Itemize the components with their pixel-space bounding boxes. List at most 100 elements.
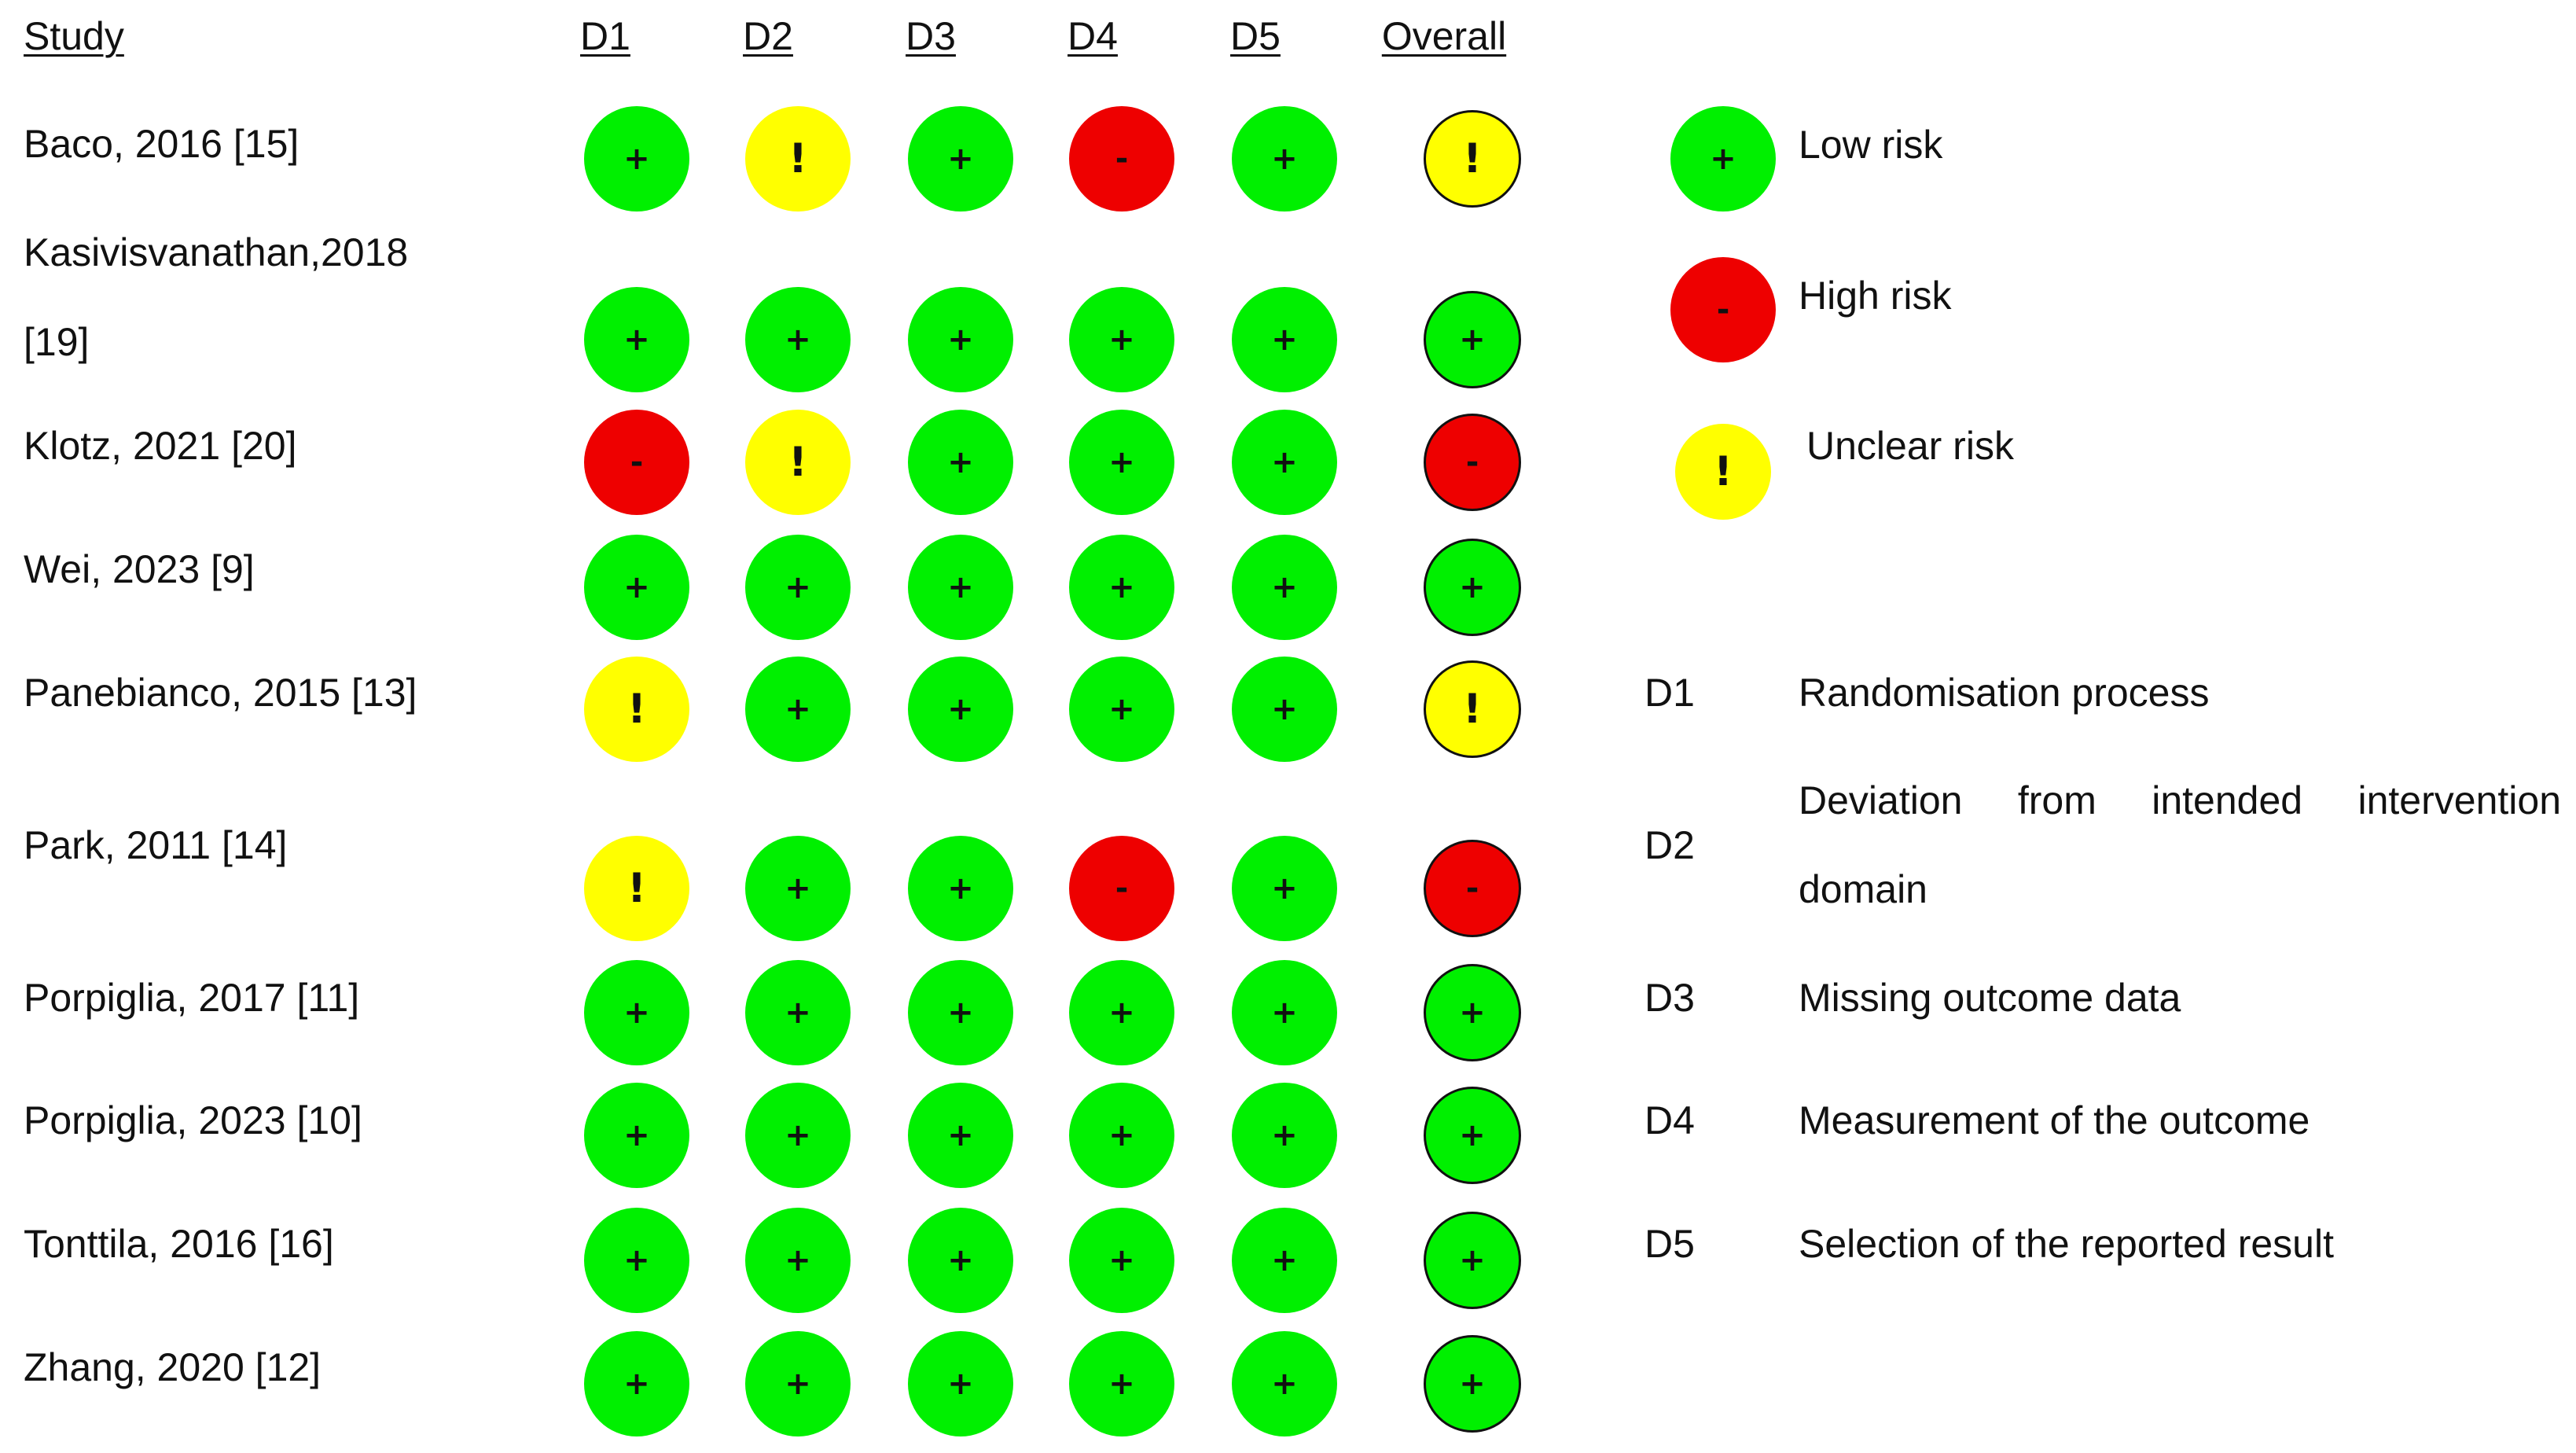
risk-circle-d3: + [908,1208,1013,1313]
risk-circle-d4: + [1069,1208,1174,1313]
plus-icon: + [623,1366,650,1402]
plus-icon: + [947,322,974,358]
plus-icon: + [785,995,811,1031]
risk-circle-d4: + [1069,960,1174,1065]
exclamation-icon: ! [627,865,646,912]
plus-icon: + [1108,569,1135,605]
plus-icon: + [1271,1366,1298,1402]
risk-circle-d2: + [745,287,851,392]
risk-circle-overall: + [1424,1212,1521,1309]
minus-icon: - [1465,444,1479,480]
plus-icon: + [785,691,811,727]
study-name: Zhang, 2020 [12] [24,1345,322,1389]
plus-icon: + [1459,569,1486,605]
plus-icon: + [947,141,974,177]
risk-circle-d2: + [745,1331,851,1436]
risk-circle-d3: + [908,657,1013,762]
study-name: Porpiglia, 2017 [11] [24,976,360,1020]
risk-circle-overall: + [1424,1335,1521,1433]
study-name: Tonttila, 2016 [16] [24,1222,334,1266]
plus-icon: + [1108,322,1135,358]
legend-domain-text: Selection of the reported result [1799,1222,2334,1266]
risk-circle-d5: + [1232,535,1337,640]
risk-circle-d4: + [1069,410,1174,515]
exclamation-icon: ! [788,135,807,182]
plus-icon: + [623,569,650,605]
risk-circle-d1: + [584,535,689,640]
risk-circle-d1: + [584,1208,689,1313]
minus-icon: - [1465,870,1479,907]
legend-domain-code: D4 [1644,1098,1695,1142]
risk-circle-d5: + [1232,1331,1337,1436]
risk-circle-d4: + [1069,1331,1174,1436]
plus-icon: + [1271,691,1298,727]
risk-circle-d5: + [1232,106,1337,212]
risk-circle-d5: + [1232,960,1337,1065]
plus-icon: + [1459,1117,1486,1153]
plus-icon: + [947,1117,974,1153]
risk-circle-d2: ! [745,410,851,515]
minus-icon: - [630,444,644,480]
plus-icon: + [1459,1366,1486,1402]
risk-circle-d1: + [584,106,689,212]
plus-icon: + [947,995,974,1031]
risk-circle-d2: + [745,535,851,640]
risk-circle-d3: + [908,836,1013,941]
legend-domain-text: Missing outcome data [1799,976,2181,1020]
plus-icon: + [1271,569,1298,605]
risk-circle-d5: + [1232,287,1337,392]
risk-circle-d2: + [745,836,851,941]
plus-icon: + [1271,995,1298,1031]
legend-domain-code: D1 [1644,671,1695,715]
risk-circle-d1: + [584,1083,689,1188]
risk-circle-d4: + [1069,535,1174,640]
header-d2: D2 [743,14,793,58]
legend-high-risk-label: High risk [1799,274,1952,318]
risk-circle-d1: ! [584,836,689,941]
plus-icon: + [1271,444,1298,480]
risk-circle-overall: ! [1424,110,1521,208]
risk-circle-d1: ! [584,657,689,762]
plus-icon: + [785,1366,811,1402]
header-overall: Overall [1381,14,1507,58]
plus-icon: + [785,1117,811,1153]
legend-domain-text: Deviation from intended intervention dom… [1799,778,2561,911]
plus-icon: + [947,691,974,727]
risk-circle-d3: + [908,535,1013,640]
plus-icon: + [1459,322,1486,358]
risk-circle-d4: - [1069,106,1174,212]
risk-circle-d5: + [1232,410,1337,515]
risk-circle-d1: + [584,1331,689,1436]
plus-icon: + [1271,870,1298,907]
study-name: Park, 2011 [14] [24,823,288,867]
risk-circle-d3: + [908,1331,1013,1436]
risk-circle-d2: + [745,657,851,762]
plus-icon: + [623,322,650,358]
risk-circle-d5: + [1232,1083,1337,1188]
study-name: Porpiglia, 2023 [10] [24,1098,362,1142]
risk-circle-d3: + [908,106,1013,212]
risk-circle-overall: + [1424,291,1521,388]
risk-circle-overall: ! [1424,660,1521,758]
plus-icon: + [947,444,974,480]
exclamation-icon: ! [1463,686,1482,733]
plus-icon: + [1271,1117,1298,1153]
minus-icon: - [1115,141,1129,177]
study-name: Wei, 2023 [9] [24,547,255,591]
legend-unclear-risk-label: Unclear risk [1806,424,2014,468]
legend-unclear-risk-circle: ! [1675,424,1771,520]
exclamation-icon: ! [1714,448,1733,495]
plus-icon: + [623,995,650,1031]
plus-icon: + [623,1117,650,1153]
risk-circle-d3: + [908,287,1013,392]
plus-icon: + [623,141,650,177]
study-name: [19] [24,320,90,364]
legend-low-risk-circle: + [1670,106,1776,212]
legend-domain-code: D2 [1644,823,1695,867]
plus-icon: + [1271,141,1298,177]
legend-domain-code: D5 [1644,1222,1695,1266]
header-d4: D4 [1068,14,1118,58]
plus-icon: + [947,1242,974,1278]
risk-circle-d3: + [908,960,1013,1065]
header-d3: D3 [906,14,956,58]
